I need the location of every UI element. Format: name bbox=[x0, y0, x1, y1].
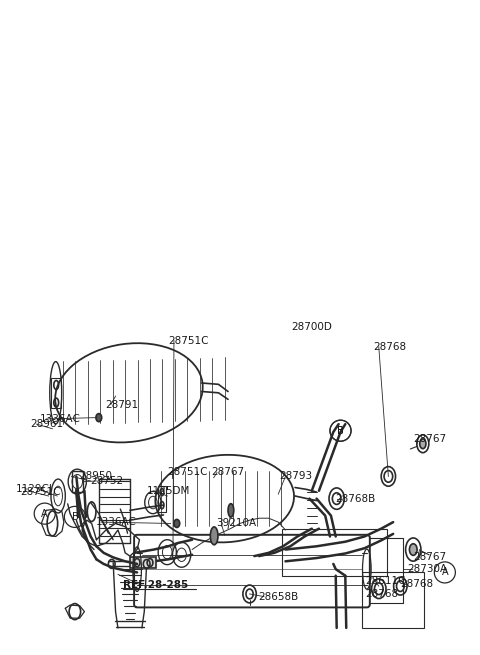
Ellipse shape bbox=[96, 413, 102, 422]
Text: 28751C: 28751C bbox=[168, 335, 209, 346]
Text: B: B bbox=[337, 426, 344, 436]
Text: 28961: 28961 bbox=[30, 419, 63, 429]
Text: 28768: 28768 bbox=[365, 589, 398, 599]
Text: 28768B: 28768B bbox=[335, 494, 375, 504]
Text: 1336AC: 1336AC bbox=[40, 414, 81, 424]
Text: 28793: 28793 bbox=[279, 472, 312, 481]
Text: A: A bbox=[41, 509, 48, 519]
Bar bbox=[130, 557, 156, 568]
Ellipse shape bbox=[420, 439, 426, 449]
Text: 28767: 28767 bbox=[413, 552, 446, 563]
Text: 28950: 28950 bbox=[80, 472, 113, 481]
Bar bbox=[282, 529, 387, 576]
Text: 28658B: 28658B bbox=[258, 591, 299, 601]
Text: 28751C: 28751C bbox=[20, 487, 60, 497]
Text: A: A bbox=[442, 567, 448, 578]
Ellipse shape bbox=[228, 504, 234, 517]
Text: 28767: 28767 bbox=[413, 434, 446, 443]
Bar bbox=[362, 572, 424, 628]
Ellipse shape bbox=[409, 544, 417, 555]
Text: 39210A: 39210A bbox=[216, 518, 256, 529]
Text: B: B bbox=[72, 512, 78, 522]
Text: 28791: 28791 bbox=[105, 400, 138, 409]
Text: 28768: 28768 bbox=[373, 342, 406, 352]
Text: 28700D: 28700D bbox=[292, 322, 333, 333]
Text: B: B bbox=[337, 426, 344, 436]
Text: 28751C: 28751C bbox=[167, 468, 208, 477]
Text: 28767: 28767 bbox=[211, 468, 244, 477]
Text: 28611C: 28611C bbox=[365, 576, 406, 586]
Text: 1129CJ: 1129CJ bbox=[16, 485, 53, 495]
Text: 28730A: 28730A bbox=[408, 564, 448, 574]
Ellipse shape bbox=[174, 519, 180, 527]
Bar bbox=[51, 379, 61, 408]
Text: 1125DM: 1125DM bbox=[147, 486, 190, 496]
Text: REF.28-285: REF.28-285 bbox=[123, 580, 188, 590]
Text: 28752: 28752 bbox=[91, 476, 124, 486]
Ellipse shape bbox=[210, 527, 218, 545]
Bar bbox=[157, 485, 166, 512]
Text: 28768: 28768 bbox=[400, 579, 433, 589]
Text: 1336AC: 1336AC bbox=[96, 517, 136, 527]
